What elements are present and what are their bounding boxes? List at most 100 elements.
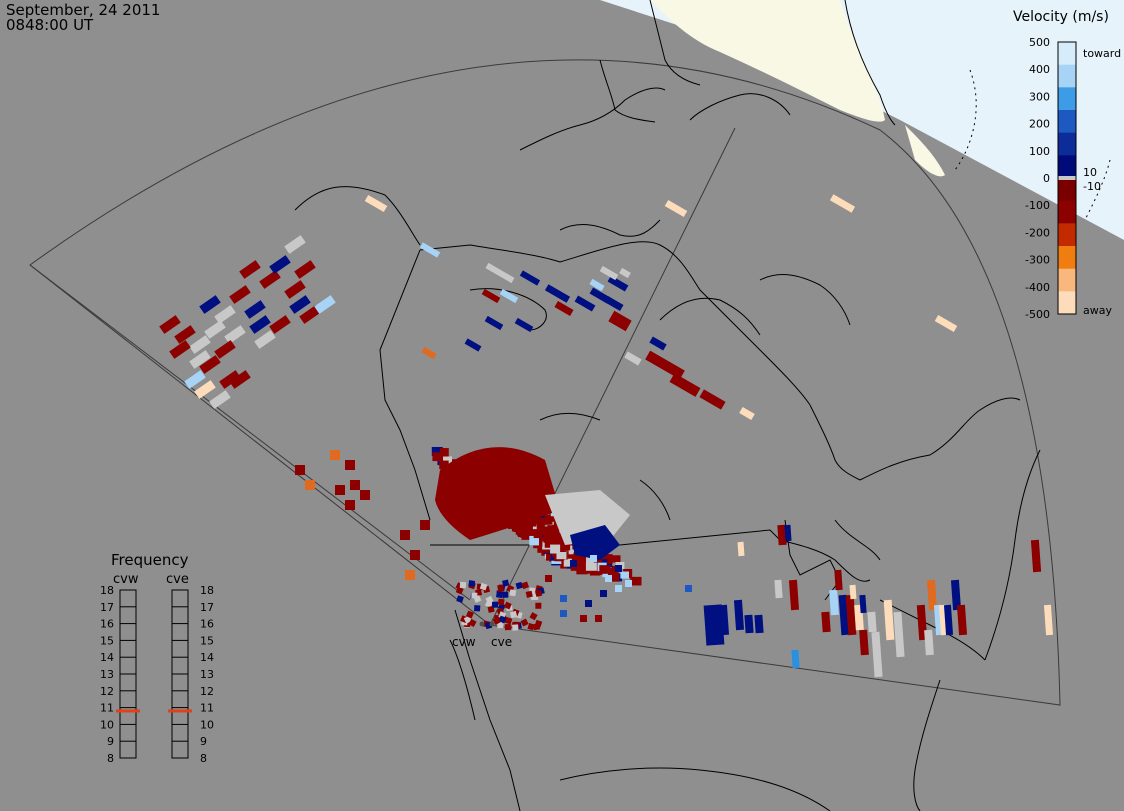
- frequency-tick-label: 16: [200, 618, 214, 631]
- velocity-cell: [473, 595, 482, 603]
- frequency-tick-label: 15: [200, 634, 214, 647]
- velocity-cell: [579, 558, 589, 566]
- colorbar-segment: [1058, 291, 1076, 315]
- velocity-cell: [249, 315, 271, 334]
- frequency-tick-label: 10: [200, 718, 214, 731]
- velocity-cell: [442, 456, 453, 464]
- frequency-radar-label-cvw: cvw: [113, 572, 139, 587]
- daylight-region: [600, 0, 1124, 240]
- velocity-cell: [503, 601, 512, 610]
- velocity-cell: [481, 288, 501, 304]
- velocity-cell: [159, 315, 181, 334]
- velocity-cell: [533, 529, 543, 539]
- colorbar-segment: [1058, 268, 1076, 292]
- velocity-cell: [189, 335, 211, 354]
- velocity-cell: [595, 615, 602, 622]
- velocity-cell: [669, 373, 701, 397]
- velocity-cell: [551, 535, 564, 543]
- velocity-cell: [777, 524, 787, 546]
- velocity-cell: [845, 594, 857, 636]
- velocity-cell: [360, 490, 370, 500]
- radar-site-label-cve: cve: [491, 635, 512, 649]
- frequency-scales: 18 17 16 15 14 13 12 11 10 9 8 18 17 16 15 14 13 12 11 10 9 8: [100, 584, 214, 765]
- frequency-tick-label: 15: [100, 634, 114, 647]
- velocity-cell: [432, 452, 444, 462]
- velocity-cell: [509, 610, 518, 619]
- frequency-tick-label: 16: [100, 618, 114, 631]
- frequency-tick-label: 8: [200, 752, 207, 765]
- velocity-cell: [219, 370, 241, 389]
- frequency-tick-label: 12: [200, 685, 214, 698]
- colorbar-away-label: away: [1083, 304, 1112, 317]
- colorbar-segment: [1058, 246, 1076, 270]
- velocity-cell: [199, 295, 221, 314]
- velocity-cell: [599, 265, 619, 281]
- velocity-cell: [573, 552, 586, 561]
- velocity-cell: [522, 527, 532, 537]
- colorbar-tick-label: -200: [1025, 226, 1050, 239]
- radar-site-label-cvw: cvw: [452, 635, 476, 649]
- velocity-cell: [547, 525, 558, 534]
- velocity-cell: [400, 530, 410, 540]
- velocity-cell: [519, 270, 541, 286]
- colorbar-toward-label: toward: [1083, 47, 1121, 60]
- colorbar-tick-label: 200: [1029, 118, 1050, 131]
- velocity-cell: [244, 300, 266, 319]
- velocity-cell: [784, 524, 792, 542]
- colorbar-segment: [1058, 178, 1076, 202]
- velocity-cell: [590, 555, 597, 562]
- velocity-cell: [254, 330, 276, 349]
- colorbar-title: Velocity (m/s): [1013, 9, 1109, 25]
- velocity-cell: [739, 406, 755, 421]
- velocity-cell: [589, 287, 611, 304]
- velocity-cell: [544, 284, 571, 303]
- velocity-cell: [554, 300, 574, 317]
- frequency-title: Frequency: [111, 551, 189, 569]
- velocity-cell: [294, 260, 316, 279]
- velocity-cell: [189, 350, 211, 369]
- velocity-cell: [718, 604, 730, 636]
- velocity-cell: [269, 255, 291, 274]
- velocity-cell: [184, 370, 206, 389]
- velocity-cell: [619, 267, 631, 279]
- velocity-cell: [464, 338, 482, 352]
- velocity-cell: [224, 325, 246, 344]
- velocity-cell: [419, 242, 441, 258]
- velocity-cell: [439, 448, 449, 457]
- velocity-cell: [439, 460, 449, 470]
- velocity-cell: [893, 611, 905, 658]
- velocity-cell: [465, 610, 474, 619]
- velocity-cell: [492, 616, 501, 625]
- colorbar-segment: [1058, 64, 1076, 88]
- velocity-cell: [867, 611, 877, 633]
- velocity-cell: [484, 315, 504, 331]
- frequency-marker-cvw: [116, 709, 140, 713]
- velocity-cell: [521, 581, 530, 590]
- velocity-cell: [834, 569, 843, 591]
- velocity-cell: [514, 317, 534, 333]
- frequency-tick-label: 11: [100, 702, 114, 715]
- velocity-cell: [733, 599, 745, 631]
- velocity-cell: [269, 315, 291, 334]
- velocity-cell: [421, 346, 437, 360]
- velocity-cell: [774, 579, 783, 599]
- velocity-cell: [330, 450, 340, 460]
- velocity-cell: [926, 579, 938, 611]
- velocity-cell: [956, 604, 968, 636]
- velocity-cell: [607, 568, 617, 577]
- frequency-tick-label: 10: [100, 718, 114, 731]
- velocity-cell: [791, 649, 800, 669]
- radar-sites: cvw cve: [452, 621, 512, 649]
- colorbar-tick-label: -100: [1025, 199, 1050, 212]
- velocity-cell: [542, 517, 553, 525]
- velocity-cell: [574, 295, 596, 312]
- velocity-cell: [609, 555, 621, 563]
- frequency-radar-label-cve: cve: [166, 572, 189, 587]
- velocity-cell: [468, 618, 477, 627]
- velocity-cell: [525, 590, 533, 598]
- velocity-cell: [405, 570, 415, 580]
- velocity-cell: [474, 605, 481, 612]
- velocity-cell: [545, 575, 552, 582]
- colorbar-inner-label-neg: -10: [1083, 180, 1101, 193]
- velocity-cell: [259, 270, 281, 289]
